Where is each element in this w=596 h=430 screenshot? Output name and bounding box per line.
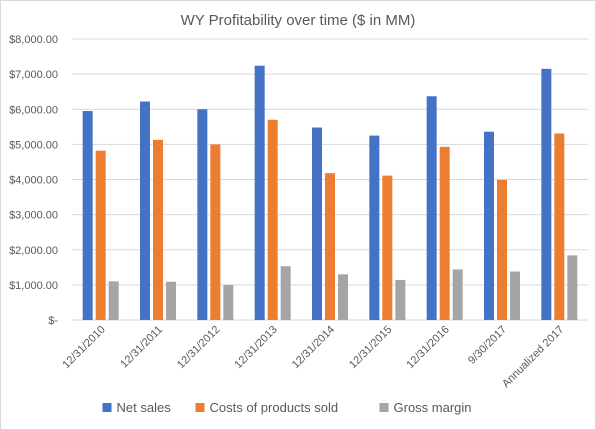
legend-swatch (195, 403, 205, 412)
bar (312, 127, 322, 320)
x-tick-label: 12/31/2010 (60, 324, 107, 371)
bar (223, 284, 234, 320)
bar (382, 175, 393, 320)
bar (325, 173, 335, 320)
x-tick-label: 12/31/2016 (404, 324, 451, 371)
bar (497, 179, 507, 320)
bar (554, 133, 565, 320)
legend: Net sales Costs of products sold Gross mar… (102, 400, 472, 415)
x-tick-label: 12/31/2014 (290, 324, 337, 371)
x-tick-label: 12/31/2015 (347, 324, 394, 371)
bar (338, 274, 348, 320)
bar (452, 269, 463, 320)
y-tick-label: $5,000.00 (9, 139, 58, 151)
y-tick-label: $1,000.00 (9, 280, 58, 292)
bar (267, 119, 278, 320)
bar (369, 135, 380, 320)
y-tick-label: $7,000.00 (9, 69, 58, 81)
y-tick-label: $8,000.00 (9, 34, 58, 46)
x-tick-label: 9/30/2017 (466, 324, 509, 367)
bar (510, 271, 520, 320)
bar (166, 281, 176, 320)
legend-label: Costs of products sold (210, 400, 339, 415)
bar (140, 101, 150, 321)
y-tick-label: $3,000.00 (9, 210, 58, 222)
bar (153, 139, 163, 320)
legend-label: Gross margin (394, 400, 472, 415)
bar (484, 131, 494, 320)
y-tick-label: $- (48, 315, 58, 327)
bar (82, 111, 93, 320)
y-tick-label: $4,000.00 (9, 175, 58, 187)
x-tick-label: 12/31/2011 (118, 324, 165, 371)
legend-swatch (102, 403, 112, 412)
y-axis-ticks: $- $1,000.00 $2,000.00 $3,000.00 $4,000.00 $5… (9, 34, 58, 327)
bar (395, 279, 406, 320)
bar (95, 150, 106, 320)
bar (108, 281, 119, 320)
legend-swatch (379, 403, 389, 412)
bar (197, 109, 208, 320)
bar (426, 96, 437, 320)
y-tick-label: $2,000.00 (9, 245, 58, 257)
x-tick-label: 12/31/2013 (232, 324, 279, 371)
bar (567, 255, 578, 320)
bar (280, 266, 291, 320)
x-tick-label: 12/31/2012 (175, 324, 222, 371)
bar (210, 144, 221, 320)
legend-label: Net sales (117, 400, 172, 415)
bar (254, 65, 265, 320)
x-tick-label: Annualized 2017 (500, 324, 566, 390)
chart-title: WY Profitability over time ($ in MM) (181, 12, 416, 29)
bar (439, 146, 450, 320)
bar (541, 68, 552, 320)
x-axis-ticks: 12/31/2010 12/31/2011 12/31/2012 12/31/2013… (60, 324, 566, 390)
bars (82, 65, 578, 321)
y-tick-label: $6,000.00 (9, 104, 58, 116)
